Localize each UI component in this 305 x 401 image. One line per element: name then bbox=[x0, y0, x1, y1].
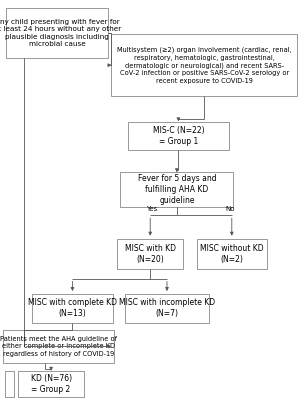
FancyBboxPatch shape bbox=[3, 330, 114, 363]
Text: Patients meet the AHA guideline of
either complete or incomplete KD
regardless o: Patients meet the AHA guideline of eithe… bbox=[0, 336, 117, 357]
FancyBboxPatch shape bbox=[5, 371, 14, 397]
FancyBboxPatch shape bbox=[18, 371, 84, 397]
FancyBboxPatch shape bbox=[111, 34, 297, 96]
FancyBboxPatch shape bbox=[128, 122, 229, 150]
Text: MISC with complete KD
(N=13): MISC with complete KD (N=13) bbox=[28, 298, 117, 318]
Text: No: No bbox=[225, 207, 235, 212]
Text: MISC without KD
(N=2): MISC without KD (N=2) bbox=[200, 243, 264, 264]
FancyBboxPatch shape bbox=[32, 294, 113, 323]
FancyBboxPatch shape bbox=[197, 239, 267, 269]
FancyBboxPatch shape bbox=[120, 172, 233, 207]
Text: Fever for 5 days and
fulfilling AHA KD
guideline: Fever for 5 days and fulfilling AHA KD g… bbox=[138, 174, 216, 205]
Text: Yes: Yes bbox=[146, 207, 157, 212]
Text: Multisystem (≥2) organ involvement (cardiac, renal,
respiratory, hematologic, ga: Multisystem (≥2) organ involvement (card… bbox=[117, 47, 292, 84]
FancyBboxPatch shape bbox=[6, 8, 108, 58]
Text: MIS-C (N=22)
= Group 1: MIS-C (N=22) = Group 1 bbox=[152, 126, 204, 146]
Text: KD (N=76)
= Group 2: KD (N=76) = Group 2 bbox=[30, 374, 72, 394]
Text: MISC with KD
(N=20): MISC with KD (N=20) bbox=[125, 243, 176, 264]
Text: MISC with incomplete KD
(N=7): MISC with incomplete KD (N=7) bbox=[119, 298, 215, 318]
FancyBboxPatch shape bbox=[125, 294, 209, 323]
Text: Any child presenting with fever for
at least 24 hours without any other
plausibl: Any child presenting with fever for at l… bbox=[0, 19, 121, 47]
FancyBboxPatch shape bbox=[117, 239, 183, 269]
